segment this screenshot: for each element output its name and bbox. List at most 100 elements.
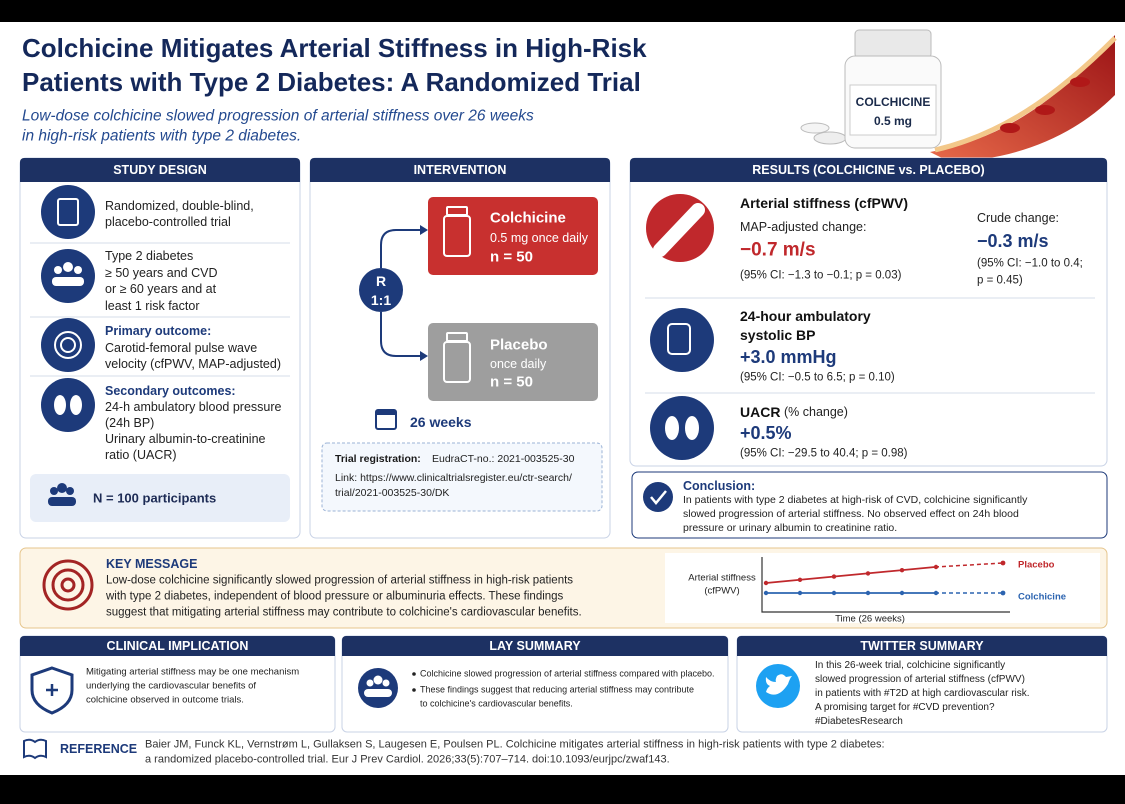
lines: Urinary albumin-to-creatinine <box>105 431 266 446</box>
top-band <box>0 0 1125 22</box>
n: n = 50 <box>490 248 533 266</box>
lines: In this 26-week trial, colchicine signif… <box>815 660 1006 671</box>
icons <box>41 185 95 432</box>
trend-dot <box>1000 590 1006 596</box>
lines: placebo-controlled trial <box>105 214 231 229</box>
check-glyph <box>650 490 667 505</box>
label: Conclusion: <box>683 478 756 493</box>
mini-axes <box>761 557 1010 613</box>
lines: underlying the cardiovascular benefits o… <box>86 680 257 692</box>
lines: #DiabetesResearch <box>815 716 903 727</box>
lines: colchicine observed in outcome trials. <box>86 694 244 706</box>
lines: pressure or urinary albumin to creatinin… <box>683 521 898 534</box>
check-icon <box>643 482 673 512</box>
name: Placebo <box>490 336 548 354</box>
bottle-label: 0.5 mg <box>873 114 913 128</box>
trend-dot <box>797 577 803 582</box>
bp-icon <box>650 308 714 372</box>
subtitle: in high-risk patients with type 2 diabet… <box>22 127 302 145</box>
lines: with type 2 diabetes, independent of blo… <box>106 590 564 603</box>
trend-dot <box>933 590 939 596</box>
kidney-icon <box>54 395 82 415</box>
participants-box <box>30 474 290 522</box>
cell <box>1000 123 1020 133</box>
bp-glyph <box>667 323 691 355</box>
name: Colchicine <box>490 209 566 227</box>
trend-dot <box>899 590 905 596</box>
target-icon <box>42 559 94 611</box>
arrow <box>380 229 420 268</box>
participants: N = 100 participants <box>93 490 217 506</box>
section-heading: LAY SUMMARY <box>342 636 728 656</box>
trend-dot <box>831 590 837 596</box>
heading: KEY MESSAGE <box>106 556 198 571</box>
y-label: (cfPWV) <box>704 585 740 597</box>
label: Trial registration: <box>335 452 421 465</box>
calendar-icon <box>375 409 397 430</box>
shield-icon <box>30 666 74 715</box>
section-heading: INTERVENTION <box>310 158 610 182</box>
trend-dot <box>899 568 905 573</box>
lines: to colchicine's cardiovascular benefits. <box>420 698 573 709</box>
randomization: R <box>375 273 387 289</box>
lines: (24h BP) <box>105 415 155 430</box>
lines: ≥ 50 years and CVD <box>105 265 218 280</box>
value: +3.0 mmHg <box>740 347 837 367</box>
trend-solid <box>765 566 936 584</box>
title: Patients with Type 2 Diabetes: A Randomi… <box>22 67 641 97</box>
bottle-icon <box>443 206 471 383</box>
title: Arterial stiffness (cfPWV) <box>740 195 909 211</box>
sub: MAP-adjusted change: <box>740 219 867 234</box>
randomization: 1:1 <box>370 292 392 308</box>
people-icon <box>48 483 76 506</box>
lines: ratio (UACR) <box>105 447 177 462</box>
people-icon <box>358 668 398 708</box>
trend-dot <box>933 564 939 570</box>
cell <box>1035 105 1055 115</box>
bullet <box>412 672 416 692</box>
ci: (95% CI: −29.5 to 40.4; p = 0.98) <box>740 447 908 460</box>
trend-dot <box>797 590 803 596</box>
x-label: Time (26 weeks) <box>835 613 905 625</box>
subtitle: Low-dose colchicine slowed progression o… <box>22 107 534 125</box>
bottom-band <box>0 775 1125 804</box>
link: Link: https://www.clinicaltrialsregister… <box>335 471 572 484</box>
title: Colchicine Mitigates Arterial Stiffness … <box>22 33 647 63</box>
randomization-circle <box>359 268 403 312</box>
series-label: Placebo <box>1018 559 1055 571</box>
lines: In patients with type 2 diabetes at high… <box>683 493 1028 506</box>
lines: Carotid-femoral pulse wave <box>105 340 258 355</box>
lines: a randomized placebo-controlled trial. E… <box>145 753 670 766</box>
series-label: Colchicine <box>1018 591 1067 603</box>
people-glyph <box>364 675 392 697</box>
clipboard-icon <box>57 198 79 226</box>
arrow <box>380 312 420 357</box>
pill <box>813 131 847 145</box>
label: Crude change: <box>977 210 1060 225</box>
title: 24-hour ambulatory <box>740 308 871 324</box>
value: −0.7 m/s <box>740 239 816 261</box>
ci: (95% CI: −0.5 to 6.5; p = 0.10) <box>740 371 895 384</box>
kidney-icon <box>650 396 714 460</box>
trend-dot <box>1000 560 1006 566</box>
link: trial/2021-003525-30/DK <box>335 486 450 499</box>
ci: p = 0.45) <box>977 274 1023 287</box>
lines: 24-h ambulatory blood pressure <box>105 399 282 414</box>
lines: Baier JM, Funck KL, Vernstrøm L, Gullaks… <box>145 738 885 751</box>
lines: Mitigating arterial stiffness may be one… <box>86 666 300 678</box>
cell <box>1070 77 1090 87</box>
trend-dot <box>865 571 871 576</box>
label: REFERENCE <box>60 741 138 756</box>
section-heading: CLINICAL IMPLICATION <box>20 636 335 656</box>
target-icon <box>54 331 82 359</box>
lines: slowed progression of arterial stiffness… <box>683 507 1019 520</box>
trend-dashed <box>934 562 1004 568</box>
ci: (95% CI: −1.0 to 0.4; <box>977 257 1083 270</box>
bird-glyph <box>765 674 792 695</box>
section-heading: RESULTS (COLCHICINE vs. PLACEBO) <box>630 158 1107 182</box>
lines: Randomized, double-blind, <box>105 198 254 213</box>
value: −0.3 m/s <box>977 231 1049 251</box>
ci: (95% CI: −1.3 to −0.1; p = 0.03) <box>740 269 902 282</box>
artery-wall <box>934 36 1117 153</box>
